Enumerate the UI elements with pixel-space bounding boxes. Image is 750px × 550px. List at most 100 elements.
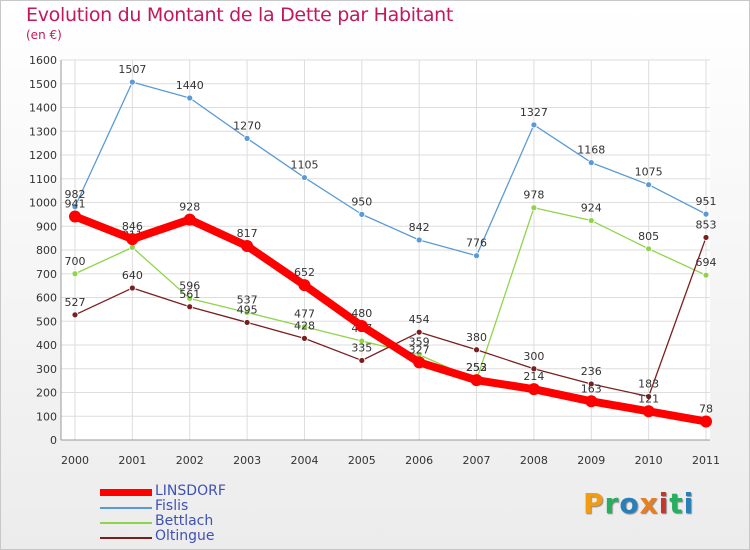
data-point bbox=[585, 395, 598, 408]
logo-letter: P bbox=[583, 487, 605, 520]
data-point bbox=[243, 319, 251, 326]
data-label: 978 bbox=[523, 189, 544, 202]
chart-subtitle: (en €) bbox=[26, 28, 62, 42]
x-tick-label: 2005 bbox=[348, 454, 376, 467]
data-label: 817 bbox=[237, 227, 258, 240]
y-tick-label: 1100 bbox=[29, 173, 57, 186]
data-label: 928 bbox=[179, 201, 200, 214]
data-point bbox=[243, 134, 251, 142]
y-tick-label: 1200 bbox=[29, 149, 57, 162]
data-point bbox=[186, 303, 194, 311]
legend-label: Fislis bbox=[155, 498, 189, 514]
y-tick-label: 0 bbox=[50, 434, 57, 447]
data-label: 941 bbox=[65, 198, 86, 211]
x-tick-label: 2002 bbox=[176, 454, 204, 467]
data-point bbox=[301, 174, 308, 181]
logo-letter: t bbox=[669, 487, 684, 520]
data-point bbox=[415, 328, 423, 336]
data-label: 214 bbox=[523, 370, 544, 383]
x-tick-label: 2004 bbox=[290, 454, 318, 467]
legend-label: Oltingue bbox=[155, 528, 215, 544]
data-label: 359 bbox=[409, 336, 430, 349]
data-point bbox=[587, 380, 595, 388]
x-tick-label: 2011 bbox=[692, 454, 720, 467]
data-point bbox=[473, 346, 480, 354]
y-tick-label: 1500 bbox=[29, 78, 57, 91]
data-point bbox=[645, 393, 653, 400]
data-point bbox=[301, 334, 308, 342]
data-label: 477 bbox=[294, 308, 315, 321]
data-label: 805 bbox=[638, 230, 659, 243]
data-label: 700 bbox=[65, 255, 86, 268]
data-label: 842 bbox=[409, 221, 430, 234]
x-tick-label: 2001 bbox=[118, 454, 146, 467]
x-tick-label: 2000 bbox=[61, 454, 89, 467]
data-point bbox=[702, 210, 710, 218]
y-tick-label: 1300 bbox=[29, 125, 57, 138]
y-tick-label: 1600 bbox=[29, 54, 57, 67]
legend-label: LINSDORF bbox=[155, 483, 226, 499]
data-label: 121 bbox=[638, 392, 659, 405]
chart-title: Evolution du Montant de la Dette par Hab… bbox=[26, 4, 454, 26]
y-tick-label: 1000 bbox=[29, 197, 57, 210]
data-point bbox=[642, 405, 655, 418]
data-point bbox=[301, 323, 308, 331]
data-label: 1270 bbox=[233, 119, 261, 132]
data-label: 183 bbox=[638, 378, 659, 391]
data-label: 163 bbox=[581, 382, 602, 395]
data-point bbox=[71, 311, 79, 319]
data-point bbox=[355, 320, 368, 332]
data-point bbox=[69, 210, 81, 223]
x-tick-label: 2010 bbox=[635, 454, 663, 467]
data-point bbox=[587, 159, 595, 167]
data-point bbox=[527, 383, 540, 396]
data-point bbox=[186, 295, 194, 302]
data-point bbox=[700, 415, 712, 428]
data-label: 78 bbox=[699, 402, 713, 415]
data-point bbox=[186, 94, 194, 102]
logo-letter: i bbox=[683, 487, 695, 520]
data-label: 950 bbox=[351, 195, 372, 208]
data-point bbox=[126, 233, 139, 246]
y-tick-label: 300 bbox=[36, 363, 57, 376]
data-label: 327 bbox=[409, 343, 430, 356]
data-label: 454 bbox=[409, 313, 430, 326]
data-label: 527 bbox=[65, 296, 86, 309]
data-label: 846 bbox=[122, 220, 143, 233]
y-tick-label: 800 bbox=[36, 244, 57, 257]
data-point bbox=[128, 243, 136, 251]
legend-swatch bbox=[100, 489, 152, 496]
data-point bbox=[183, 213, 196, 226]
x-tick-label: 2008 bbox=[520, 454, 548, 467]
x-tick-label: 2006 bbox=[405, 454, 433, 467]
data-point bbox=[358, 357, 366, 364]
data-point bbox=[243, 309, 251, 316]
data-point bbox=[71, 270, 79, 278]
data-point bbox=[530, 121, 538, 129]
data-label: 1507 bbox=[118, 63, 146, 76]
x-tick-label: 2007 bbox=[463, 454, 491, 467]
data-point bbox=[298, 279, 311, 292]
legend-swatch bbox=[100, 522, 152, 524]
data-label: 853 bbox=[696, 218, 717, 231]
data-label: 776 bbox=[466, 237, 487, 250]
data-label: 253 bbox=[466, 361, 487, 374]
data-label: 924 bbox=[581, 202, 602, 215]
y-tick-label: 100 bbox=[36, 410, 57, 423]
data-point bbox=[71, 203, 79, 211]
legend-swatch bbox=[100, 507, 152, 509]
series-line-fislis bbox=[74, 81, 707, 257]
legend-label: Bettlach bbox=[155, 513, 214, 529]
data-point bbox=[645, 245, 653, 253]
data-label: 1327 bbox=[520, 106, 548, 119]
data-point bbox=[413, 356, 426, 369]
y-tick-label: 700 bbox=[36, 268, 57, 281]
data-point bbox=[530, 365, 538, 373]
data-label: 537 bbox=[237, 293, 258, 306]
logo-letter: i bbox=[658, 487, 670, 520]
proxiti-logo: Proxiti bbox=[583, 487, 694, 520]
data-label: 300 bbox=[523, 350, 544, 363]
data-point bbox=[358, 210, 366, 218]
data-label: 1168 bbox=[577, 144, 605, 157]
